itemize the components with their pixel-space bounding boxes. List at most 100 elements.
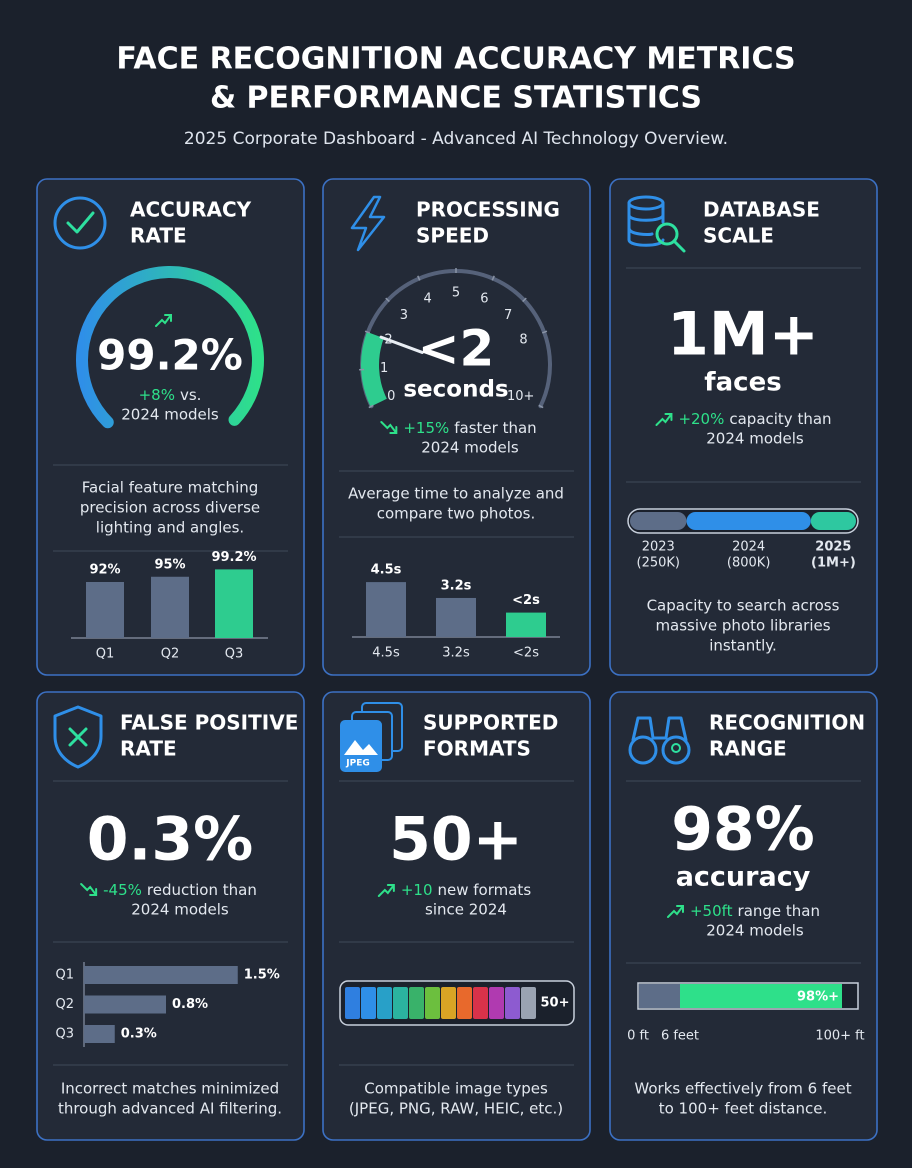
format-chip (345, 987, 360, 1019)
dial-value (361, 331, 387, 407)
description: Compatible image types (364, 1080, 548, 1098)
title-line: FACE RECOGNITION ACCURACY METRICS (116, 42, 795, 77)
trend-arrow (377, 884, 395, 897)
stat-unit: faces (704, 368, 781, 398)
dial-needle (379, 335, 424, 354)
value-label: 92% (89, 563, 120, 578)
card-title: PROCESSING (416, 198, 560, 222)
description: Facial feature matching (82, 479, 259, 497)
format-chip (377, 987, 392, 1019)
bar (84, 995, 166, 1014)
bar (84, 1025, 115, 1043)
year-label: 2025 (815, 540, 851, 555)
format-chip (457, 987, 472, 1019)
category-label: Q2 (161, 647, 180, 662)
change-line: -45% reduction than (103, 881, 257, 899)
card-title: FORMATS (423, 737, 531, 761)
year-value: (250K) (637, 556, 680, 571)
value-label: 95% (154, 557, 185, 572)
icon-shield (53, 705, 103, 769)
dial-tick (417, 275, 421, 281)
change-value: +15% (403, 419, 449, 437)
format-chip (505, 987, 520, 1019)
category-label: Q1 (55, 968, 74, 983)
strip-label: 50+ (541, 996, 570, 1011)
stat: 1M+ (667, 300, 819, 370)
gauge-arc (76, 266, 264, 429)
description: instantly. (709, 637, 777, 655)
dial-tick (538, 404, 544, 409)
progress-segment (810, 512, 856, 530)
bar (436, 597, 476, 637)
category-label: <2s (513, 646, 539, 661)
trend-arrow (655, 413, 673, 426)
change-value: +8% (139, 386, 175, 404)
icon-shield (68, 727, 88, 747)
year-label: 2024 (732, 540, 765, 555)
dial-label: 7 (504, 308, 512, 323)
change-value: +50ft (690, 902, 733, 920)
change-value: +10 (401, 881, 433, 899)
change-line: 2024 models (121, 406, 219, 424)
card-title: RATE (120, 737, 177, 761)
format-chip (521, 987, 536, 1019)
description: massive photo libraries (655, 617, 830, 635)
change-text: new formats (438, 881, 532, 899)
dial-label: 8 (519, 332, 527, 347)
change-value: -45% (103, 881, 142, 899)
category-label: 4.5s (372, 646, 400, 661)
dial-label: 10+ (507, 389, 534, 404)
change-line: 2024 models (706, 430, 804, 448)
description: Incorrect matches minimized (61, 1080, 279, 1098)
format-chip (361, 987, 376, 1019)
change-line: +10 new formats (401, 881, 531, 899)
card-title: SCALE (703, 224, 774, 248)
change-line: 2024 models (131, 901, 229, 919)
title-line: & PERFORMANCE STATISTICS (210, 81, 702, 116)
change-line: since 2024 (425, 901, 507, 919)
card (322, 178, 591, 676)
value-label: 4.5s (371, 563, 402, 578)
icon-database (627, 201, 665, 247)
change-text: range than (738, 902, 820, 920)
category-label: Q3 (55, 1027, 74, 1042)
trend-arrow (380, 421, 398, 434)
stat: 98% (671, 795, 815, 865)
change-line: 2024 models (421, 439, 519, 457)
format-chip (489, 987, 504, 1019)
icon-image (344, 740, 378, 755)
dial-label: 3 (400, 308, 408, 323)
value-label: 0.3% (121, 1027, 157, 1042)
trend-arrow (80, 883, 98, 896)
dial-tick (385, 297, 390, 303)
description: (JPEG, PNG, RAW, HEIC, etc.) (349, 1100, 563, 1118)
format-chip (441, 987, 456, 1019)
stat-unit: seconds (403, 377, 508, 403)
bar (506, 612, 546, 637)
range-bar-label: 98%+ (797, 990, 839, 1005)
icon-check (66, 211, 95, 234)
dial-label: 5 (452, 286, 460, 301)
icon-binoculars (661, 735, 691, 765)
category-label: Q3 (225, 647, 244, 662)
description: Capacity to search across (647, 597, 840, 615)
dial-label: 1 (380, 361, 388, 376)
card-title: ACCURACY (130, 198, 252, 222)
bar (86, 582, 124, 638)
stat: 99.2% (97, 331, 243, 380)
icon-binoculars (628, 735, 658, 765)
card-title: SUPPORTED (423, 711, 558, 735)
icon-bolt (350, 195, 386, 252)
change-line: 2024 models (706, 922, 804, 940)
change-line: +15% faster than (403, 419, 536, 437)
trend-arrow (666, 905, 684, 918)
value-label: 0.8% (172, 997, 208, 1012)
category-label: 3.2s (442, 646, 470, 661)
icon-search (655, 222, 679, 246)
trend-arrow (155, 314, 172, 327)
stat-unit: accuracy (676, 862, 811, 893)
bar (366, 582, 406, 637)
change-line: +8% vs. (139, 386, 202, 404)
value-label: 99.2% (211, 550, 256, 565)
